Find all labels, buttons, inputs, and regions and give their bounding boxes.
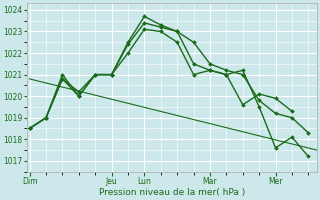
X-axis label: Pression niveau de la mer( hPa ): Pression niveau de la mer( hPa ) xyxy=(99,188,245,197)
